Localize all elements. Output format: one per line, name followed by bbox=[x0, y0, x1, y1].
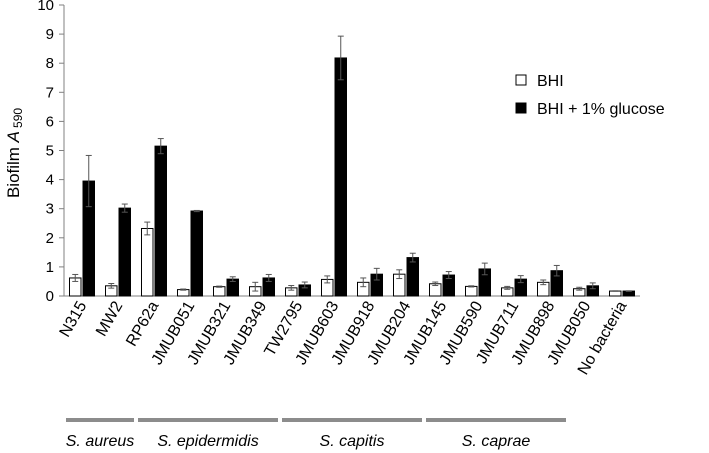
y-tick-label: 7 bbox=[46, 84, 54, 101]
y-tick-label: 8 bbox=[46, 55, 54, 72]
legend-swatch-bhi bbox=[515, 74, 527, 86]
bar-bhi-glucose bbox=[406, 257, 419, 297]
y-axis-label-subscript: 590 bbox=[11, 108, 25, 128]
bar-bhi-glucose bbox=[154, 145, 167, 297]
y-tick-label: 3 bbox=[46, 201, 54, 218]
y-axis-label-italic: A bbox=[4, 131, 23, 143]
y-tick-label: 10 bbox=[37, 0, 54, 14]
bar-bhi bbox=[465, 285, 478, 297]
y-axis-label-prefix: Biofilm bbox=[4, 142, 23, 198]
legend-label-bhi: BHI bbox=[537, 73, 564, 90]
bar-bhi-glucose bbox=[118, 207, 131, 297]
category-label: MW2 bbox=[93, 298, 126, 339]
group-bracket bbox=[138, 418, 278, 422]
bar-bhi-glucose bbox=[190, 210, 203, 297]
bars bbox=[69, 35, 635, 297]
category-labels: N315 MW2RP62aJMUB051JMUB321JMUB349TW2795J… bbox=[57, 298, 631, 377]
y-tick-label: 6 bbox=[46, 113, 54, 130]
y-tick-label: 2 bbox=[46, 230, 54, 247]
legend: BHI BHI + 1% glucose bbox=[515, 73, 665, 118]
y-tick-label: 4 bbox=[46, 172, 54, 189]
bar-bhi-glucose bbox=[334, 57, 347, 297]
group-bracket bbox=[426, 418, 566, 422]
group-label: S. caprae bbox=[462, 433, 531, 450]
bar-bhi bbox=[213, 286, 226, 297]
category-label: N315 bbox=[57, 298, 91, 340]
y-tick-label: 9 bbox=[46, 26, 54, 43]
species-groups: S. aureus S. epidermidis S. capitis S. capr… bbox=[66, 418, 566, 450]
y-tick-label: 1 bbox=[46, 259, 54, 276]
group-bracket bbox=[66, 418, 134, 422]
group-label: S. capitis bbox=[320, 433, 385, 450]
y-axis-label: Biofilm A 590 bbox=[4, 108, 25, 198]
y-tick-label: 5 bbox=[46, 143, 54, 160]
group-label: S. epidermidis bbox=[157, 433, 258, 450]
bar-bhi bbox=[141, 227, 154, 297]
group-label: S. aureus bbox=[66, 433, 134, 450]
group-bracket bbox=[282, 418, 422, 422]
legend-label-bhi-glucose: BHI + 1% glucose bbox=[537, 101, 665, 118]
category-label: RP62a bbox=[123, 298, 162, 349]
legend-swatch-bhi-glucose bbox=[515, 102, 527, 114]
y-tick-label: 0 bbox=[46, 288, 54, 305]
